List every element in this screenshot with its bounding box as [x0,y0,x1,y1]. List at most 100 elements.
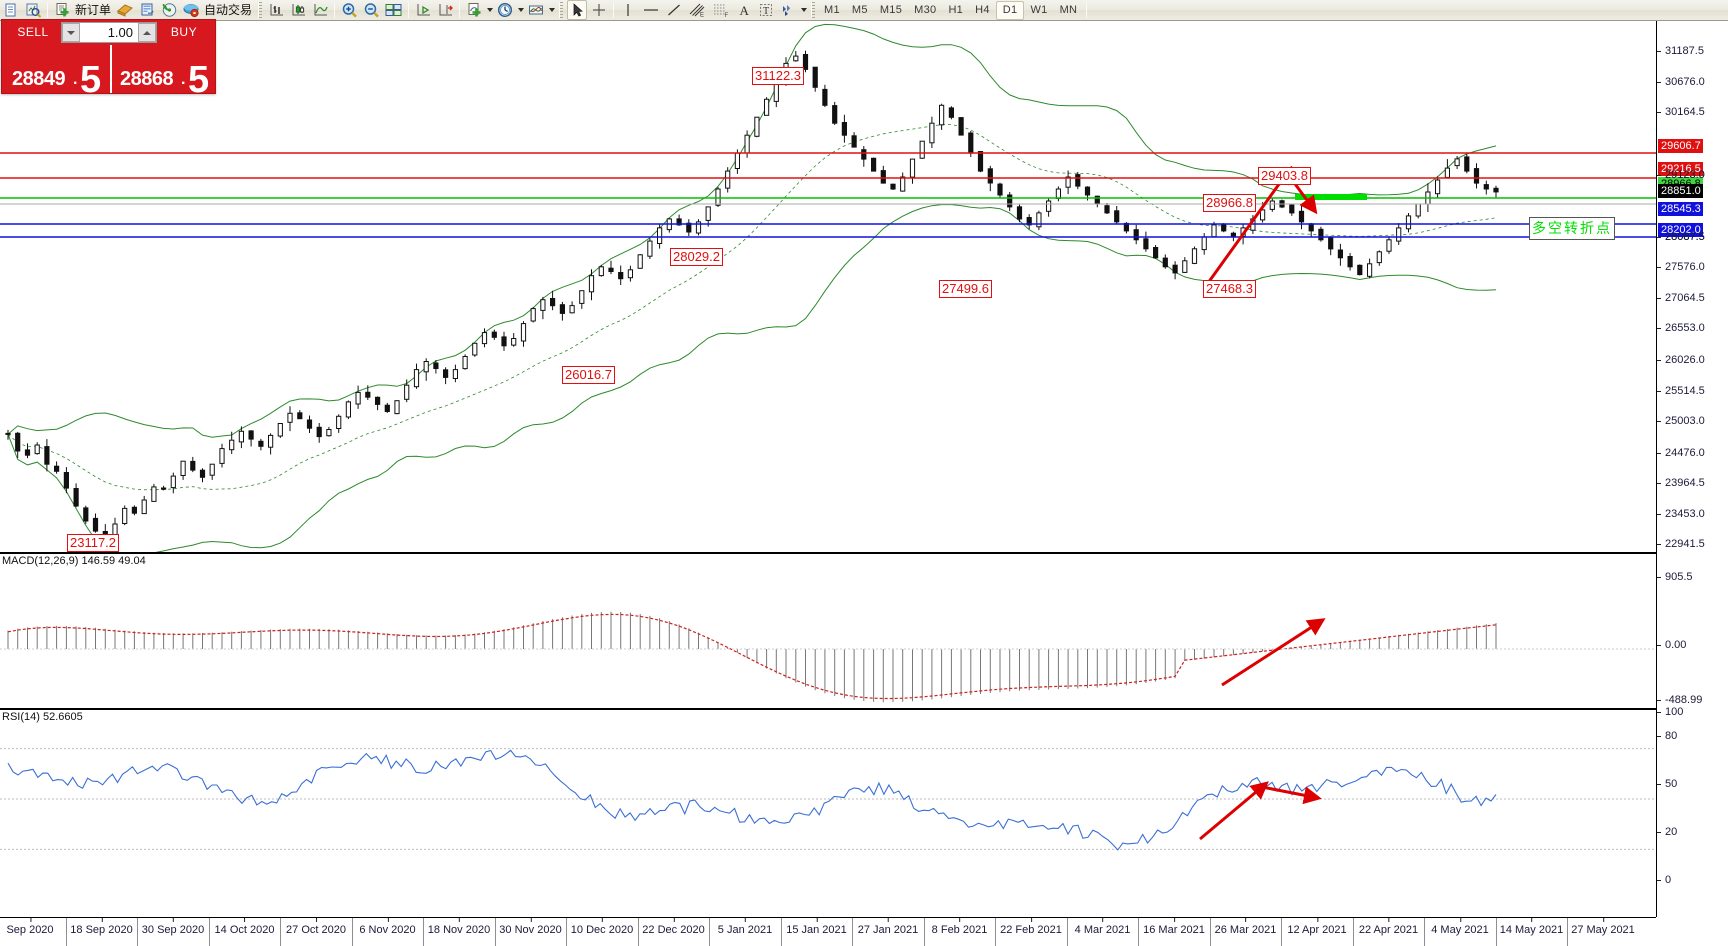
periods-icon[interactable] [495,0,515,20]
market-watch-icon[interactable] [23,0,43,20]
navigator-icon[interactable] [137,0,157,20]
time-divider-3 [208,918,210,946]
objects-dropdown-caret[interactable] [799,2,808,18]
objects-icon[interactable] [778,0,798,20]
templates-icon[interactable] [526,0,546,20]
indicators-dropdown-caret[interactable] [485,2,494,18]
cursor-icon[interactable] [567,0,588,20]
timeframe-m15[interactable]: M15 [879,3,903,16]
trendline-icon[interactable] [664,0,684,20]
time-tick-7: 30 Nov 2020 [499,918,562,936]
time-tick-5: 6 Nov 2020 [359,918,416,936]
indicators-icon[interactable] [464,0,484,20]
time-divider-9 [637,918,639,946]
timeframe-m30[interactable]: M30 [914,3,937,16]
one-click-trading-panel[interactable]: SELL 1.00 BUY 28849 . 5 28868 . 5 [1,19,216,94]
main-toolbar[interactable]: 新订单 自动交易 [0,0,1728,21]
time-divider-20 [1424,918,1425,946]
volume-decrease-button[interactable] [62,23,80,42]
time-divider-8 [566,918,567,946]
timeframe-h1[interactable]: H1 [948,3,964,16]
volume-value[interactable]: 1.00 [107,25,133,40]
rsi-pane[interactable]: RSI(14) 52.6605 [0,708,1656,917]
price-scale[interactable]: 31187.5 30676.0 30164.5 29123.0 28087.5 27576… [1656,21,1728,917]
text-icon[interactable]: A [734,0,754,20]
price-badge-last-price[interactable]: 28851.0 [1658,183,1703,198]
auto-scroll-icon[interactable] [413,0,433,20]
toolbar-grip[interactable] [258,2,263,18]
price-badge-blue-line-2[interactable]: 28202.0 [1658,222,1703,237]
annotation-26016-7[interactable]: 26016.7 [562,366,615,384]
toolbar-separator-4 [459,2,461,18]
equidistant-channel-icon[interactable]: E [686,0,708,20]
toolbar-grip-2[interactable] [559,2,564,18]
toolbar-grip-3[interactable] [811,2,816,18]
time-divider-12 [852,918,853,946]
macd-pane[interactable]: MACD(12,26,9) 146.59 49.04 [0,552,1656,708]
price-badge-resistance-line-1[interactable]: 29606.7 [1658,138,1703,153]
time-divider-4 [280,918,281,946]
crosshair-icon[interactable] [589,0,609,20]
annotation-29403-8[interactable]: 29403.8 [1258,167,1311,185]
chart-shift-icon[interactable] [435,0,455,20]
terminal-icon[interactable] [1,0,21,20]
sell-price[interactable]: 28849 . 5 [4,45,108,93]
tile-windows-icon[interactable] [383,0,404,20]
chart-window[interactable]: ▲HK50-,Daily 29197.0 29273.0 28796.5 288… [0,21,1728,946]
time-scale[interactable]: Sep 2020 18 Sep 2020 30 Sep 2020 14 Oct 202… [0,917,1656,946]
bar-chart-icon[interactable] [266,0,286,20]
annotation-28966-8[interactable]: 28966.8 [1203,194,1256,212]
annotation-23117-2[interactable]: 23117.2 [67,534,120,552]
sell-button[interactable]: SELL [17,25,49,39]
time-divider-10 [709,918,710,946]
volume-stepper[interactable]: 1.00 [61,22,157,43]
time-divider-5 [351,918,353,946]
auto-trading-label[interactable]: 自动交易 [204,3,253,17]
vline-icon[interactable] [618,0,638,20]
time-tick-0: Sep 2020 [6,918,54,936]
sell-price-separator: . [73,71,78,88]
zoom-in-icon[interactable] [339,0,359,20]
annotation-27468-3[interactable]: 27468.3 [1203,280,1256,298]
timeframe-m1[interactable]: M1 [824,3,840,16]
time-divider-16 [1138,918,1139,946]
annotation-31122-3[interactable]: 31122.3 [752,67,805,85]
timeframe-mn[interactable]: MN [1059,3,1078,16]
timeframe-h4[interactable]: H4 [975,3,990,16]
new-order-label[interactable]: 新订单 [75,3,112,17]
time-tick-12: 27 Jan 2021 [857,918,919,936]
time-divider-11 [780,918,782,946]
annotation-28029-2[interactable]: 28029.2 [670,248,723,266]
time-tick-6: 18 Nov 2020 [427,918,491,936]
price-pane[interactable] [0,21,1656,552]
fibonacci-icon[interactable]: F [710,0,732,20]
signals-icon[interactable] [159,0,179,20]
history-icon[interactable] [115,0,135,20]
templates-dropdown-caret[interactable] [547,2,556,18]
time-divider-13 [923,918,925,946]
rsi-plot [0,748,1656,851]
timeframe-m5[interactable]: M5 [851,3,868,16]
rsi-tick-80: 80 [1657,730,1677,742]
timeframe-d1[interactable]: D1 [995,0,1025,20]
candle-chart-icon[interactable] [288,0,308,20]
volume-increase-button[interactable] [138,23,156,42]
time-divider-1 [65,918,67,946]
buy-price[interactable]: 28868 . 5 [110,45,214,93]
line-chart-icon[interactable] [310,0,330,20]
zoom-out-icon[interactable] [361,0,381,20]
new-order-icon[interactable] [52,0,72,20]
buy-button[interactable]: BUY [170,25,198,39]
timeframe-w1[interactable]: W1 [1030,3,1048,16]
price-badge-resistance-line-2[interactable]: 29216.5 [1658,162,1703,177]
price-badge-blue-line-1[interactable]: 28545.3 [1658,202,1703,217]
hline-icon[interactable] [640,0,662,20]
periods-dropdown-caret[interactable] [516,2,525,18]
chinese-annotation-label[interactable]: 多空转折点 [1529,217,1615,240]
time-tick-16: 16 Mar 2021 [1143,918,1205,936]
text-label-icon[interactable]: T [756,0,776,20]
price-tick-28087-5: 28087.5 [1657,231,1705,243]
toolbar-separator-3 [408,2,410,18]
annotation-27499-6[interactable]: 27499.6 [939,280,992,298]
auto-trading-icon[interactable] [181,0,201,20]
